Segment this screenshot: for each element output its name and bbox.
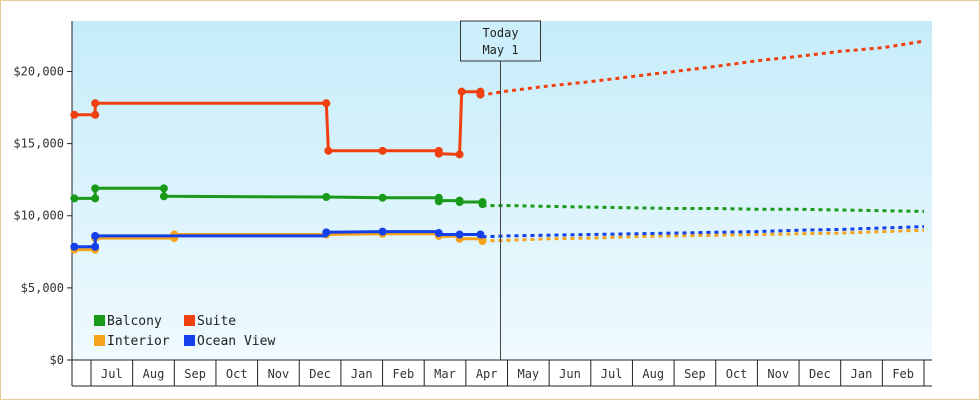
x-tick-label: Nov (268, 367, 290, 381)
x-tick-label: Oct (726, 367, 748, 381)
legend-label-ocean-view: Ocean View (197, 334, 275, 349)
suite-point (378, 146, 387, 155)
y-tick-label: $15,000 (13, 137, 64, 151)
series-layer (70, 39, 925, 254)
balcony-point (322, 192, 331, 201)
y-tick-label: $5,000 (21, 281, 64, 295)
x-tick-label: May (517, 367, 539, 381)
today-box (460, 20, 541, 62)
legend-swatch-suite (184, 315, 195, 326)
legend-label-interior: Interior (107, 334, 170, 349)
balcony-point (159, 184, 168, 193)
x-tick-label: Dec (809, 367, 831, 381)
ocean-view-point (91, 242, 100, 251)
suite-point (434, 149, 443, 158)
balcony-point (70, 194, 79, 203)
x-tick-label: Apr (476, 367, 498, 381)
suite-forecast-line (480, 39, 925, 97)
suite-point (70, 110, 79, 119)
balcony-forecast-line (482, 204, 925, 213)
y-tick-label: $20,000 (13, 64, 64, 78)
x-tick-label: Aug (642, 367, 664, 381)
x-tick-label: Aug (143, 367, 165, 381)
balcony-point (434, 197, 443, 206)
ocean-view-point (322, 228, 331, 237)
x-tick-label: Jul (101, 367, 123, 381)
x-tick-label: Sep (184, 367, 206, 381)
x-tick-label: Feb (892, 367, 914, 381)
x-tick-label: Jul (601, 367, 623, 381)
suite-point (91, 99, 100, 108)
ocean-view-forecast-line (482, 225, 925, 239)
x-tick-label: Dec (309, 367, 331, 381)
ocean-view-point (434, 229, 443, 238)
plot-background (72, 21, 932, 360)
balcony-point (378, 193, 387, 202)
x-tick-label: Oct (226, 367, 248, 381)
x-tick-label: Jan (351, 367, 373, 381)
ocean-view-point (476, 230, 485, 239)
x-tick-label: Mar (434, 367, 456, 381)
suite-point (324, 146, 333, 155)
x-tick-label: Feb (393, 367, 415, 381)
legend-swatch-balcony (94, 315, 105, 326)
x-tick-label: Jan (851, 367, 873, 381)
legend: Balcony Suite Interior Ocean View (94, 314, 275, 349)
x-tick-label: Sep (684, 367, 706, 381)
legend-label-balcony: Balcony (107, 314, 162, 329)
balcony-point (159, 192, 168, 201)
balcony-point (455, 198, 464, 207)
x-axis: Jul Aug Sep Oct Nov Dec Jan Feb Mar Apr May Jun Jul A… (71, 359, 932, 387)
today-label-line2: May 1 (482, 43, 518, 57)
today-label-line1: Today (482, 26, 518, 40)
ocean-view-point (70, 242, 79, 251)
x-tick-label: Nov (767, 367, 789, 381)
suite-point (91, 110, 100, 119)
suite-point (457, 87, 466, 96)
y-axis: $0 $5,000 $10,000 $15,000 $20,000 (13, 21, 73, 367)
suite-point (476, 90, 485, 99)
interior-point (478, 236, 487, 245)
y-tick-label: $10,000 (13, 209, 64, 223)
legend-label-suite: Suite (197, 314, 236, 329)
ocean-view-point (378, 227, 387, 236)
today-marker: Today May 1 (460, 20, 541, 360)
suite-point (455, 150, 464, 159)
interior-forecast-line (482, 228, 925, 243)
balcony-point (478, 200, 487, 209)
balcony-point (91, 184, 100, 193)
suite-point (322, 99, 331, 108)
legend-swatch-interior (94, 335, 105, 346)
y-tick-label: $0 (50, 353, 64, 367)
ocean-view-point (455, 230, 464, 239)
balcony-point (91, 194, 100, 203)
ocean-view-point (91, 231, 100, 240)
x-tick-label: Jun (559, 367, 581, 381)
legend-swatch-ocean-view (184, 335, 195, 346)
